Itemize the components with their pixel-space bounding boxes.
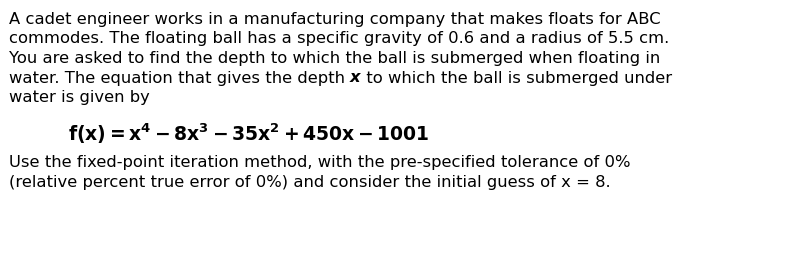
Text: A cadet engineer works in a manufacturing company that makes floats for ABC: A cadet engineer works in a manufacturin…: [9, 12, 661, 27]
Text: Use the fixed-point iteration method, with the pre-specified tolerance of 0%: Use the fixed-point iteration method, wi…: [9, 155, 630, 170]
Text: $\mathbf{f(x) = x^4 - 8x^3 - 35x^2 + 450x - 1001}$: $\mathbf{f(x) = x^4 - 8x^3 - 35x^2 + 450…: [68, 122, 429, 146]
Text: x: x: [350, 71, 360, 85]
Text: water is given by: water is given by: [9, 90, 150, 105]
Text: You are asked to find the depth to which the ball is submerged when floating in: You are asked to find the depth to which…: [9, 51, 660, 66]
Text: water. The equation that gives the depth: water. The equation that gives the depth: [9, 71, 350, 85]
Text: (relative percent true error of 0%) and consider the initial guess of x = 8.: (relative percent true error of 0%) and …: [9, 174, 610, 190]
Text: to which the ball is submerged under: to which the ball is submerged under: [360, 71, 672, 85]
Text: commodes. The floating ball has a specific gravity of 0.6 and a radius of 5.5 cm: commodes. The floating ball has a specif…: [9, 32, 669, 46]
